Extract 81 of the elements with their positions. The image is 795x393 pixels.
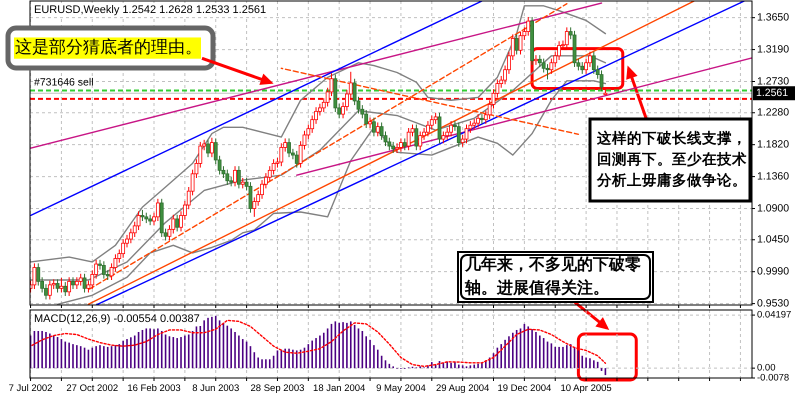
candlestick [600,70,604,92]
candlestick [78,273,83,286]
chart-title: EURUSD,Weekly 1.2542 1.2628 1.2533 1.2561 [34,4,266,16]
candlestick [236,166,241,189]
candlestick [580,62,584,74]
annotation: 这是部分猜底者的理由。 [15,37,202,56]
candlestick [148,214,152,226]
y-tick-label: 1.0450 [757,234,790,246]
candlestick [287,138,291,158]
chart-title: MACD(12,26,9) -0.00554 0.00387 [34,313,200,325]
y-tick-label: -0.0078 [757,372,790,384]
candlestick [534,54,538,66]
candlestick [526,16,530,36]
candlestick [71,276,75,290]
candlestick [368,117,372,129]
y-tick-label: 0.04197 [757,310,792,321]
x-tick-label: 28 Sep 2003 [250,383,304,393]
x-tick-label: 29 Aug 2004 [436,383,490,393]
x-tick-label: 27 Oct 2002 [66,383,118,393]
y-tick-label: 1.1820 [757,138,790,150]
candlestick [514,34,519,55]
y-tick-label: 1.3650 [757,11,790,24]
candlestick [395,142,399,154]
ref-line-label: #731646 sell [34,76,94,89]
candlestick [564,26,569,50]
candlestick [175,214,180,232]
candlestick [144,212,148,224]
candlestick [376,122,380,137]
ref-line-label: 1.2561 [756,87,788,100]
candlestick [279,142,284,167]
annotation: 这样的下破长线支撑，回测再下。至少在技术分析上毋庸多做争论。 [596,128,747,189]
candlestick [456,122,461,148]
candlestick [414,124,418,151]
annotation: 几年来，不多见的下破零轴。进展值得关注。 [464,256,641,297]
candlestick [399,138,403,152]
candlestick [391,141,396,154]
candlestick [294,150,299,168]
candlestick [518,31,522,55]
x-tick-label: 7 Jul 2002 [8,383,52,393]
candlestick [418,130,422,151]
candlestick [372,117,376,137]
x-tick-label: 18 Jan 2004 [313,383,366,393]
candlestick [121,238,126,258]
x-tick-label: 19 Dec 2004 [497,383,552,393]
candlestick [225,169,230,186]
candlestick [74,276,79,290]
candlestick [592,51,596,74]
y-tick-label: 1.1360 [757,170,790,182]
candlestick [438,112,442,144]
y-tick-label: 0.9990 [757,265,790,278]
candlestick [233,166,237,187]
candlestick [67,276,72,296]
candlestick [441,130,446,144]
y-tick-label: 0.00 [757,362,776,374]
candlestick [210,137,214,158]
candlestick [206,139,210,158]
y-tick-label: 1.0900 [757,202,790,214]
y-tick-label: 1.2730 [757,75,790,88]
candlestick [248,182,252,214]
x-tick-label: 16 Feb 2003 [127,383,181,393]
y-tick-label: 1.3190 [757,43,790,56]
candlestick [449,120,453,137]
y-tick-label: 0.9530 [757,297,790,310]
candlestick [480,114,484,124]
x-tick-label: 10 Apr 2005 [560,383,612,393]
candlestick [60,277,64,294]
candlestick [364,109,368,129]
candlestick [402,138,407,151]
candlestick [156,198,160,222]
candlestick [48,280,52,300]
candlestick [32,262,36,290]
x-tick-label: 8 Jun 2003 [192,383,240,393]
y-tick-label: 1.2280 [757,106,790,119]
candlestick [82,273,86,294]
candlestick [464,124,468,144]
candlestick [476,114,480,128]
candlestick [102,260,106,280]
candlestick [56,278,60,294]
x-tick-label: 9 May 2004 [376,383,426,393]
candlestick [140,209,144,222]
candlestick [406,128,411,151]
